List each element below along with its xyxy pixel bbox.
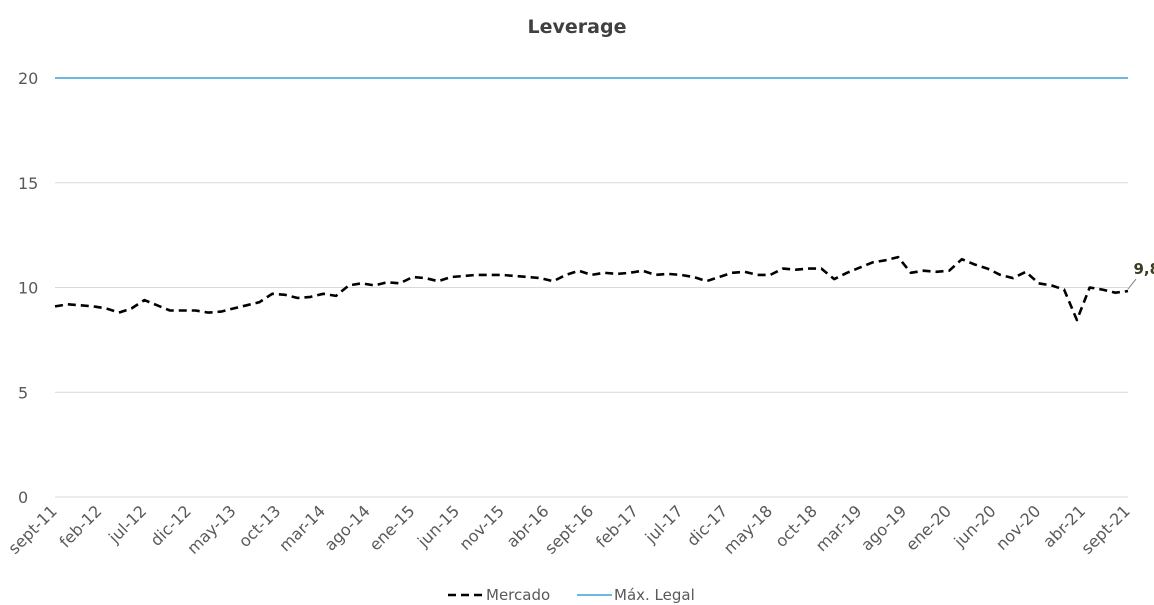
data-label-last-value: 9,83 xyxy=(1133,260,1154,278)
y-tick-label: 10 xyxy=(18,279,38,298)
series-lines xyxy=(54,77,1129,322)
annotations: 9,83 xyxy=(1127,260,1154,290)
legend-label-mercado: Mercado xyxy=(486,586,550,604)
x-tick-label: may-13 xyxy=(183,501,239,557)
x-tick-label: ago-14 xyxy=(321,501,374,554)
x-tick-label: mar-19 xyxy=(812,501,866,555)
legend: Mercado Máx. Legal xyxy=(448,586,695,604)
chart-title: Leverage xyxy=(528,16,627,38)
x-tick-label: sept-11 xyxy=(4,501,60,557)
data-label-leader xyxy=(1127,278,1137,290)
x-tick-label: nov-20 xyxy=(992,501,1044,553)
y-axis-ticks: 0 5 10 15 20 xyxy=(18,69,38,507)
x-tick-label: jul-12 xyxy=(104,501,150,547)
y-tick-label: 20 xyxy=(18,69,38,88)
x-tick-label: ago-19 xyxy=(857,501,910,554)
x-tick-label: ene-20 xyxy=(902,501,955,554)
legend-label-max-legal: Máx. Legal xyxy=(614,586,695,604)
x-tick-label: jun-15 xyxy=(413,501,463,551)
y-tick-label: 5 xyxy=(18,383,28,402)
x-tick-label: feb-12 xyxy=(55,501,105,551)
x-tick-label: sept-16 xyxy=(541,501,597,557)
x-tick-label: may-18 xyxy=(720,501,776,557)
x-tick-label: feb-17 xyxy=(592,501,642,551)
series-line-mercado xyxy=(54,255,1129,322)
x-tick-label: jun-20 xyxy=(950,501,1000,551)
y-tick-label: 15 xyxy=(18,174,38,193)
x-tick-label: sept-21 xyxy=(1077,501,1133,557)
x-tick-label: mar-14 xyxy=(275,501,329,555)
y-tick-label: 0 xyxy=(18,488,28,507)
x-tick-label: jul-17 xyxy=(641,501,687,547)
x-tick-label: nov-15 xyxy=(456,501,508,553)
x-tick-label: ene-15 xyxy=(365,501,418,554)
gridlines xyxy=(55,77,1128,498)
